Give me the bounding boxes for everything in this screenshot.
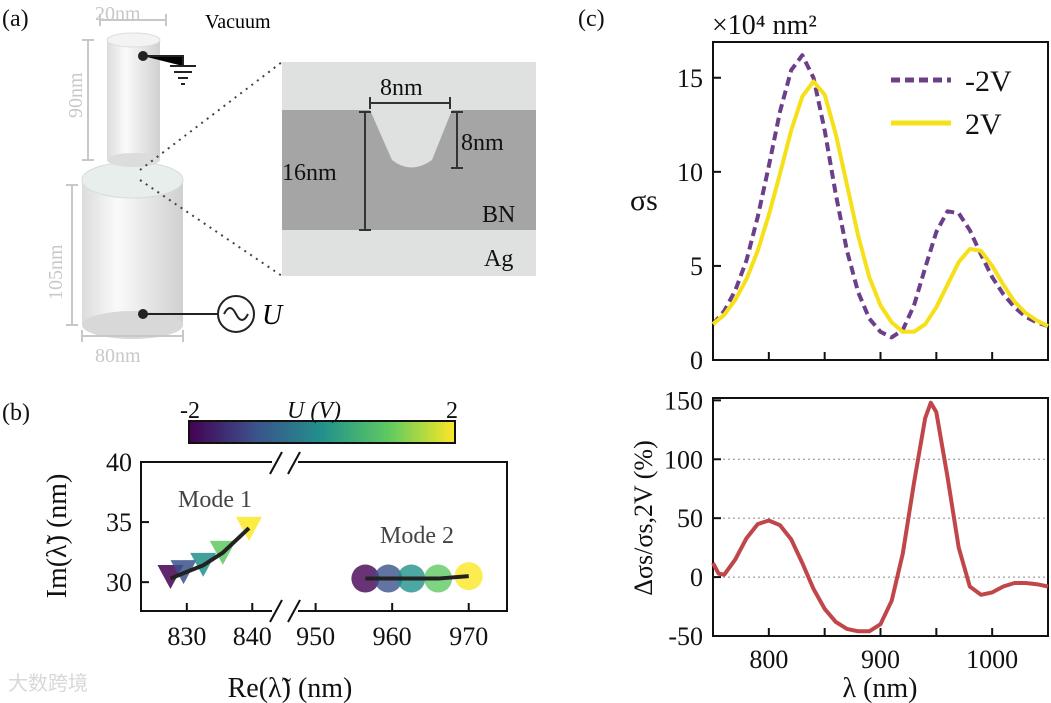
x-tick-label-c: 900 xyxy=(861,645,900,674)
groove-depth-label: 8nm xyxy=(461,130,504,156)
plot-frame-b xyxy=(140,461,508,612)
legend-label-minus2v: -2V xyxy=(965,65,1012,98)
colorbar-min: -2 xyxy=(180,398,200,424)
y-tick-label-c-top: 15 xyxy=(677,64,703,93)
series-line-2v xyxy=(711,79,1049,334)
y-tick-label-c-bottom: 0 xyxy=(690,563,703,592)
top-cylinder xyxy=(107,40,160,160)
bottom-cylinder xyxy=(82,180,183,325)
series-line-minus2v xyxy=(711,53,1049,340)
device-diagram: 20nm 90nm 105nm 80nm Vacuum U xyxy=(45,3,536,367)
groove xyxy=(370,110,452,168)
y-axis-label-b: Im(λ̃) (nm) xyxy=(42,474,73,599)
dim-top-width: 20nm xyxy=(95,3,141,25)
vacuum-label: Vacuum xyxy=(205,11,271,33)
delta-sigma-line xyxy=(711,400,1049,634)
colorbar-max: 2 xyxy=(446,398,458,424)
bn-label: BN xyxy=(482,202,515,228)
dim-bottom-height: 105nm xyxy=(45,244,67,300)
y-tick-label-c-bottom: 100 xyxy=(664,445,703,474)
y-tick-label-b: 35 xyxy=(106,508,132,537)
y-tick-label-c-top: 5 xyxy=(690,252,703,281)
ag-label: Ag xyxy=(484,246,513,272)
mode-scatter-chart: -2 U (V) 2 30 35 40 830 840 950 960 970 Re(λ̃) … xyxy=(42,398,508,703)
colorbar-label: U (V) xyxy=(287,398,341,424)
dim-top-height: 90nm xyxy=(65,72,87,118)
y-tick-label-c-bottom: 50 xyxy=(677,504,703,533)
x-tick-label-b: 960 xyxy=(373,622,412,651)
plot-frame-c-bottom xyxy=(712,397,1049,637)
y-axis-label-c-bottom: Δσs/σs,2V (%) xyxy=(629,440,658,596)
colorbar xyxy=(188,420,456,444)
dim-bottom-width: 80nm xyxy=(95,345,141,367)
panel-label-b: (b) xyxy=(2,400,30,426)
cross-section-inset: 8nm 8nm 16nm BN Ag xyxy=(282,62,536,276)
mode2-label: Mode 2 xyxy=(380,523,454,549)
ground-icon xyxy=(138,51,196,85)
panel-label-a: (a) xyxy=(2,6,29,32)
mode1-label: Mode 1 xyxy=(178,487,252,513)
y-tick-label-c-top: 10 xyxy=(677,158,703,187)
legend: -2V 2V xyxy=(891,65,1012,141)
legend-label-2v: 2V xyxy=(965,108,1002,141)
watermark: 大数跨境 xyxy=(8,671,88,695)
x-tick-label-c: 800 xyxy=(749,645,788,674)
y-tick-label-c-top: 0 xyxy=(690,346,703,375)
groove-width-label: 8nm xyxy=(380,75,423,101)
ac-source-icon xyxy=(138,295,255,333)
y-axis-label-c-top: σs xyxy=(630,184,658,217)
x-tick-label-c: 1000 xyxy=(966,645,1018,674)
y-tick-label-b: 40 xyxy=(106,448,132,477)
y-tick-label-b: 30 xyxy=(106,568,132,597)
x-axis-label-b: Re(λ̃) (nm) xyxy=(228,673,353,703)
x-tick-label-b: 840 xyxy=(233,622,272,651)
ag-layer xyxy=(282,230,536,276)
panel-label-c: (c) xyxy=(578,6,605,32)
cross-section-chart: 0 5 10 15 -50 0 50 100 150 800 900 1000 ×10⁴ nm² σs… xyxy=(629,10,1049,703)
mode2-fit-line xyxy=(365,574,469,581)
unit-label: ×10⁴ nm² xyxy=(712,10,817,41)
y-tick-label-c-bottom: -50 xyxy=(668,622,703,651)
x-tick-label-b: 950 xyxy=(296,622,335,651)
bn-thickness-label: 16nm xyxy=(282,160,337,186)
x-axis-label-c: λ (nm) xyxy=(842,673,917,703)
mode1-fit-line xyxy=(169,526,251,581)
voltage-label: U xyxy=(262,300,284,331)
x-tick-label-b: 970 xyxy=(449,622,488,651)
y-tick-label-c-bottom: 150 xyxy=(664,386,703,415)
x-tick-label-b: 830 xyxy=(167,622,206,651)
